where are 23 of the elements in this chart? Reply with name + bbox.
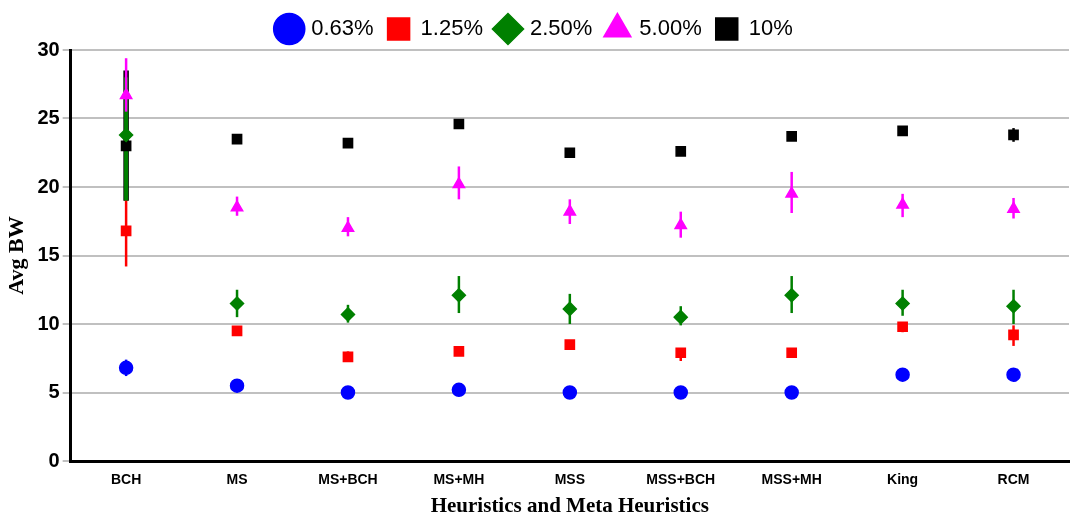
legend-label: 0.63% — [311, 15, 374, 41]
x-axis-title: Heuristics and Meta Heuristics — [430, 492, 709, 517]
y-tick-label: 25 — [37, 106, 60, 129]
x-tick-label: RCM — [997, 471, 1030, 488]
y-tick-label: 30 — [37, 37, 60, 60]
y-tick-label: 5 — [48, 380, 60, 403]
x-tick-label: MSS — [554, 471, 585, 488]
x-tick-label: MS+BCH — [318, 471, 378, 488]
y-tick-label: 20 — [37, 174, 60, 197]
legend-label: 5.00% — [639, 15, 702, 41]
x-tick-label: MSS+BCH — [646, 471, 716, 488]
y-tick-label: 15 — [37, 243, 60, 266]
x-tick-label: MSS+MH — [761, 471, 822, 488]
legend-label: 1.25% — [420, 15, 483, 41]
y-tick-label: 10 — [37, 311, 60, 334]
x-tick-label: MS+MH — [433, 471, 485, 488]
y-axis-title: Avg BW — [2, 216, 28, 295]
legend-label: 10% — [748, 15, 793, 41]
x-tick-label: BCH — [110, 471, 142, 488]
x-tick-label: King — [887, 471, 919, 488]
x-tick-label: MS — [226, 471, 248, 488]
legend-label: 2.50% — [529, 15, 593, 41]
y-tick-label: 0 — [48, 448, 60, 471]
